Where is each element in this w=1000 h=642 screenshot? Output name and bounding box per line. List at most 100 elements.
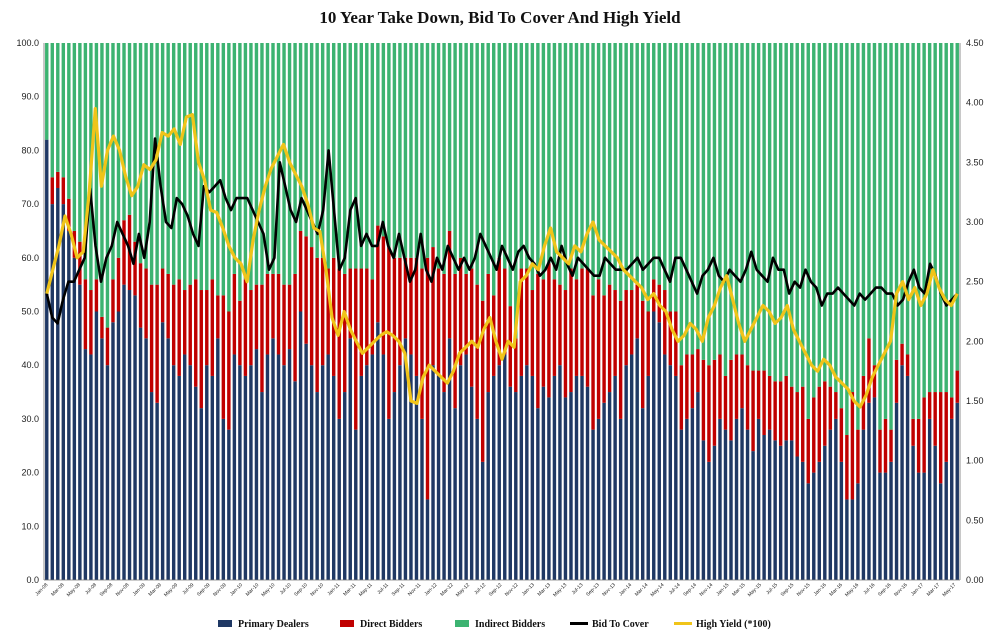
y-tick-label: 100.0	[16, 38, 39, 48]
bar-indirect-bidders	[685, 43, 689, 355]
bar-direct-bidders	[56, 171, 60, 188]
x-tick-label: May-10	[260, 582, 276, 598]
bar-indirect-bidders	[547, 43, 551, 264]
bar-indirect-bidders	[78, 43, 82, 242]
bar-primary-dealers	[144, 338, 148, 580]
bar-indirect-bidders	[265, 43, 270, 274]
bar-indirect-bidders	[718, 43, 722, 355]
bar-direct-bidders	[221, 295, 226, 419]
bar-indirect-bidders	[861, 43, 866, 376]
bar-indirect-bidders	[447, 43, 452, 231]
legend-label: Direct Bidders	[360, 619, 422, 630]
bar-direct-bidders	[343, 273, 347, 393]
bar-direct-bidders	[938, 392, 943, 484]
bar-primary-dealers	[89, 354, 93, 580]
bar-indirect-bidders	[541, 43, 546, 280]
y2-tick-label: 0.00	[966, 575, 984, 585]
bar-primary-dealers	[343, 392, 347, 580]
bar-indirect-bidders	[641, 43, 645, 301]
bar-direct-bidders	[856, 429, 860, 484]
bar-direct-bidders	[596, 279, 601, 419]
bar-primary-dealers	[812, 472, 816, 580]
bar-direct-bidders	[762, 370, 766, 436]
legend-label: Indirect Bidders	[475, 619, 545, 630]
y2-tick-label: 3.00	[966, 217, 984, 227]
bar-direct-bidders	[767, 375, 772, 430]
bar-primary-dealers	[138, 327, 143, 580]
legend-label: Primary Dealers	[238, 619, 309, 630]
bar-primary-dealers	[922, 472, 926, 580]
bar-primary-dealers	[122, 284, 126, 580]
bar-direct-bidders	[409, 257, 413, 355]
bar-direct-bidders	[249, 290, 253, 366]
bar-primary-dealers	[442, 392, 446, 580]
y2-tick-label: 1.00	[966, 456, 984, 466]
bar-primary-dealers	[348, 338, 352, 580]
x-tick-label: Mar-17	[926, 582, 942, 598]
bar-indirect-bidders	[938, 43, 943, 393]
bar-indirect-bidders	[519, 43, 524, 269]
bar-direct-bidders	[326, 268, 330, 355]
bar-direct-bidders	[475, 284, 479, 419]
bar-primary-dealers	[784, 440, 788, 580]
bar-direct-bidders	[922, 397, 926, 473]
bar-indirect-bidders	[558, 43, 562, 285]
bar-indirect-bidders	[238, 43, 242, 301]
bar-direct-bidders	[646, 311, 650, 376]
bar-primary-dealers	[431, 365, 435, 580]
x-tick-label: Jul-09	[181, 582, 195, 596]
x-tick-label: May-13	[552, 582, 568, 598]
bar-direct-bidders	[89, 290, 93, 355]
bar-indirect-bidders	[933, 43, 937, 393]
bar-indirect-bidders	[398, 43, 402, 258]
bar-indirect-bidders	[144, 43, 148, 269]
bar-indirect-bidders	[778, 43, 783, 382]
y-axis-right: 0.00 0.50 1.00 1.50 2.00 2.50 3.00 3.50 4.00 4.50	[959, 38, 984, 585]
bar-primary-dealers	[878, 472, 882, 580]
bar-direct-bidders	[420, 268, 424, 419]
bar-primary-dealers	[525, 365, 529, 580]
bar-indirect-bidders	[916, 43, 921, 419]
bar-indirect-bidders	[834, 43, 838, 393]
bar-indirect-bidders	[629, 43, 634, 291]
bar-primary-dealers	[938, 483, 943, 580]
y2-tick-label: 4.50	[966, 38, 984, 48]
x-tick-label: Mar-16	[828, 582, 844, 598]
bar-direct-bidders	[690, 354, 695, 409]
bar-direct-bidders	[442, 273, 446, 393]
x-tick-label: Nov-14	[699, 582, 715, 598]
bar-direct-bidders	[50, 177, 54, 205]
bar-indirect-bidders	[839, 43, 844, 409]
bar-primary-dealers	[613, 375, 617, 580]
bar-primary-dealers	[580, 375, 584, 580]
bar-indirect-bidders	[160, 43, 165, 269]
bar-primary-dealers	[420, 418, 424, 580]
bar-indirect-bidders	[707, 43, 711, 366]
bar-primary-dealers	[503, 354, 507, 580]
bar-primary-dealers	[155, 402, 159, 580]
x-tick-label: May-09	[163, 582, 179, 598]
bar-direct-bidders	[696, 349, 700, 393]
bar-primary-dealers	[652, 311, 656, 580]
bar-direct-bidders	[61, 177, 66, 205]
bar-primary-dealers	[381, 354, 386, 580]
bar-primary-dealers	[585, 386, 590, 580]
x-tick-label: Jul-12	[473, 582, 487, 596]
bar-primary-dealers	[50, 204, 54, 580]
x-axis: Jan-08 Mar-08 May-08 Jul-08 Sep-08 Nov-08 Jan-…	[34, 579, 960, 598]
bar-primary-dealers	[309, 365, 314, 580]
bar-direct-bidders	[304, 236, 308, 344]
bar-indirect-bidders	[878, 43, 882, 430]
bar-direct-bidders	[784, 375, 788, 441]
x-tick-label: Jan-11	[326, 582, 341, 597]
bar-indirect-bidders	[618, 43, 623, 301]
bar-direct-bidders	[530, 290, 535, 376]
high-yield-line	[45, 107, 959, 409]
bar-direct-bidders	[370, 279, 375, 355]
bar-primary-dealers	[194, 386, 198, 580]
bar-primary-dealers	[453, 408, 457, 580]
bar-direct-bidders	[734, 354, 739, 419]
bar-indirect-bidders	[569, 43, 573, 269]
bar-indirect-bidders	[762, 43, 766, 371]
bar-indirect-bidders	[216, 43, 220, 296]
